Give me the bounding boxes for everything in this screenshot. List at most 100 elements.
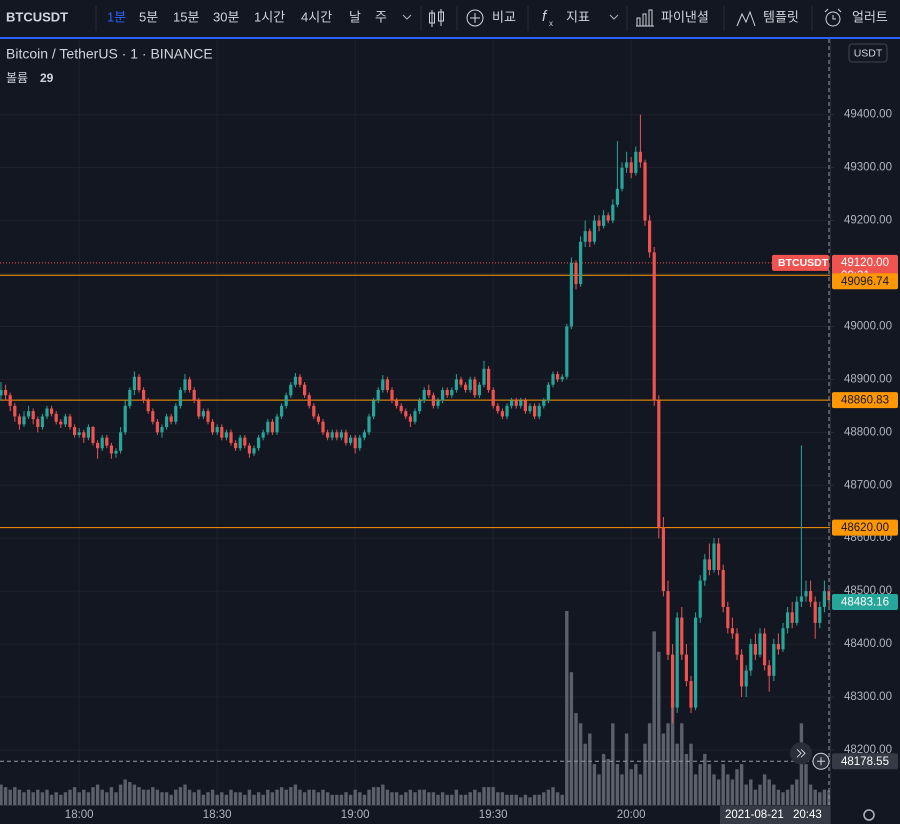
- currency-badge[interactable]: [848, 43, 888, 63]
- volume-bar: [597, 774, 601, 805]
- candle-body: [141, 389, 146, 401]
- volume-bar: [514, 794, 518, 805]
- volume-bar: [785, 789, 790, 805]
- interval-dropdown[interactable]: [402, 14, 412, 20]
- volume-bar: [569, 672, 574, 805]
- last-price-name-box: [772, 254, 829, 271]
- volume-bar: [155, 789, 160, 805]
- volume-bar: [675, 743, 679, 805]
- interval-button[interactable]: 4시간: [301, 9, 332, 24]
- volume-bar: [523, 794, 528, 805]
- volume-bar: [546, 789, 551, 805]
- volume-bar: [201, 794, 206, 805]
- candle-body: [413, 411, 417, 422]
- settings-button[interactable]: [863, 809, 875, 821]
- crosshair-price-label-box: [832, 753, 898, 770]
- interval-button[interactable]: 15분: [173, 9, 199, 24]
- candle-body: [790, 612, 794, 623]
- alert-icon[interactable]: [824, 8, 842, 27]
- candle-body: [8, 395, 12, 406]
- volume-bar: [72, 787, 77, 805]
- candle-body: [813, 601, 817, 623]
- indicator-dropdown[interactable]: [609, 14, 619, 20]
- volume-bar: [325, 792, 330, 805]
- volume-bar: [77, 792, 81, 805]
- interval-button[interactable]: 1시간: [254, 9, 285, 24]
- volume-bar: [293, 784, 298, 805]
- y-tick-label: 49400.00: [844, 109, 892, 121]
- interval-button[interactable]: 주: [375, 9, 387, 24]
- candle-body: [634, 151, 638, 173]
- template-icon[interactable]: [736, 10, 756, 27]
- volume-bar: [59, 794, 63, 805]
- volume-bar: [537, 794, 541, 805]
- candle-body: [795, 601, 799, 623]
- volume-bar: [638, 774, 643, 805]
- candle-body: [68, 416, 72, 428]
- candle-body: [298, 376, 302, 385]
- candle-body: [625, 162, 629, 168]
- interval-button[interactable]: 날: [349, 9, 361, 24]
- toolbar-button[interactable]: 얼러트: [852, 9, 888, 24]
- candle-body: [689, 681, 693, 708]
- time-axis: [0, 805, 830, 824]
- volume-bar: [454, 789, 459, 805]
- volume-bar: [45, 789, 49, 805]
- candle-body: [77, 432, 81, 435]
- toolbar-button[interactable]: 템플릿: [763, 9, 799, 24]
- candle-body: [358, 437, 362, 449]
- volume-bar: [440, 792, 445, 805]
- candle-body: [86, 427, 90, 438]
- volume-bar: [422, 789, 426, 805]
- volume-bar: [275, 789, 279, 805]
- volume-bar: [634, 764, 638, 805]
- volume-bar: [146, 789, 150, 805]
- volume-bar: [289, 787, 293, 805]
- toolbar-button[interactable]: 비교: [492, 9, 516, 24]
- financials-icon[interactable]: [636, 9, 654, 27]
- volume-bar: [229, 789, 233, 805]
- volume-bar: [578, 723, 583, 805]
- volume-bar: [491, 787, 495, 805]
- price-line-label-box: [832, 392, 898, 409]
- chart-title: Bitcoin / TetherUS · 1 · BINANCE: [6, 46, 213, 62]
- interval-button[interactable]: 1분: [107, 9, 126, 24]
- volume-bar: [390, 792, 394, 805]
- volume-bar: [270, 792, 275, 805]
- indicator-icon[interactable]: f: [542, 8, 548, 25]
- candle-body: [40, 416, 44, 428]
- volume-bar: [808, 784, 813, 805]
- volume-bar: [509, 794, 514, 805]
- volume-bar: [749, 779, 753, 805]
- candle-body: [26, 411, 31, 417]
- candle-body: [574, 262, 578, 285]
- candle-body: [105, 437, 109, 446]
- chart-type-icon[interactable]: [429, 9, 444, 27]
- candle-body: [293, 376, 297, 385]
- interval-button[interactable]: 5분: [139, 9, 158, 24]
- interval-button[interactable]: 30분: [213, 9, 239, 24]
- volume-bar: [339, 794, 344, 805]
- toolbar-button[interactable]: 지표: [566, 9, 590, 24]
- volume-bar: [726, 774, 730, 805]
- toolbar-button[interactable]: 파이낸셜: [661, 9, 709, 24]
- volume-bar: [532, 794, 537, 805]
- volume-bar: [555, 792, 560, 805]
- candle-body: [753, 644, 758, 655]
- candle-body: [560, 376, 564, 380]
- volume-bar: [247, 789, 252, 805]
- candle-body: [229, 432, 233, 443]
- symbol-button[interactable]: BTCUSDT: [6, 9, 68, 24]
- candle-body: [666, 591, 670, 655]
- plot-area: [0, 39, 831, 805]
- candle-body: [63, 416, 67, 425]
- candle-body: [123, 405, 127, 433]
- volume-bar: [17, 789, 22, 805]
- compare-icon[interactable]: [466, 9, 484, 27]
- current-price-label: 48483.16: [841, 597, 889, 609]
- volume-bar: [463, 794, 468, 805]
- volume-bar: [707, 764, 712, 805]
- volume-bar: [574, 713, 578, 805]
- candle-body: [54, 413, 58, 422]
